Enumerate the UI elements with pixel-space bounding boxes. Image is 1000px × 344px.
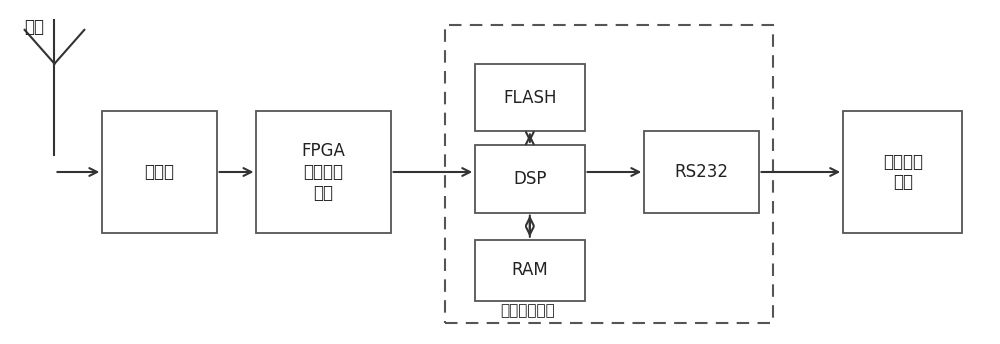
Bar [256,111,391,233]
Bar [475,145,585,213]
Bar [475,64,585,131]
Bar [843,111,962,233]
Bar [475,240,585,301]
Bar [445,25,773,323]
Text: RAM: RAM [511,261,548,279]
Bar [644,131,759,213]
Text: FPGA
数据采集
模块: FPGA 数据采集 模块 [302,142,345,202]
Text: RS232: RS232 [674,163,728,181]
Bar [102,111,217,233]
Text: 接收机: 接收机 [144,163,174,181]
Text: DSP: DSP [513,170,547,188]
Text: FLASH: FLASH [503,88,557,107]
Text: 信号处理模块: 信号处理模块 [500,303,555,318]
Text: 天线: 天线 [25,18,45,36]
Text: 数据存储
模块: 数据存储 模块 [883,153,923,191]
